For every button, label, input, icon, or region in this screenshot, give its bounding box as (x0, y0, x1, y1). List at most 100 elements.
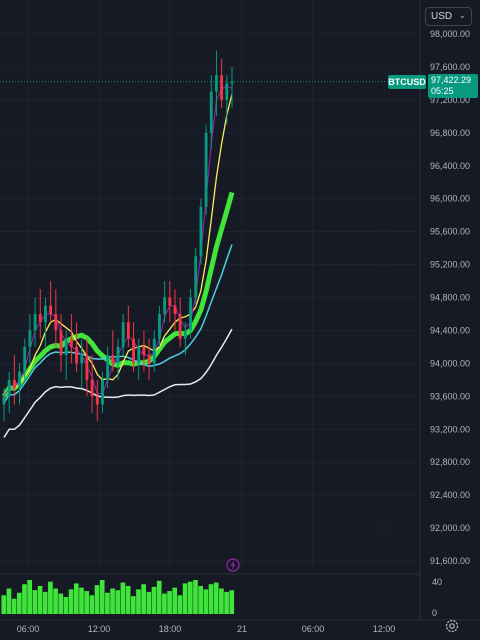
candle-body (163, 297, 167, 314)
candle-body (75, 346, 78, 364)
volume-bar (1, 595, 7, 614)
price-tick-label: 93,200.00 (430, 424, 470, 434)
volume-bar (172, 587, 178, 614)
volume-bar (120, 582, 126, 614)
candle-body (142, 346, 146, 356)
candle-body (178, 313, 182, 339)
volume-bar (99, 580, 105, 614)
candle-body (116, 346, 120, 364)
volume-bar (94, 585, 100, 614)
price-tick-label: 94,000.00 (430, 358, 470, 368)
volume-tick-label: 0 (432, 608, 437, 618)
volume-bar (146, 591, 152, 614)
volume-bar (42, 591, 48, 614)
volume-bar (22, 584, 27, 614)
candle-body (101, 379, 104, 405)
candle-body (18, 371, 21, 389)
volume-bar (89, 595, 95, 614)
volume-bar (16, 592, 22, 614)
currency-select[interactable]: USD ⌄ (425, 7, 472, 26)
volume-bar (105, 592, 110, 614)
candle-body (147, 355, 151, 364)
volume-bar (136, 589, 141, 614)
candle-body (28, 330, 32, 347)
volume-bar (68, 589, 74, 614)
candle-body (12, 379, 16, 389)
volume-bar (224, 591, 229, 614)
symbol-label: BTCUSD (388, 75, 426, 89)
price-tick-label: 96,400.00 (430, 161, 470, 171)
candle-body (209, 91, 213, 133)
time-tick-label: 18:00 (159, 624, 182, 634)
price-tick-label: 92,800.00 (430, 457, 470, 467)
candle-body (137, 346, 141, 364)
candle-body (95, 396, 99, 405)
candle-body (59, 330, 63, 356)
candle-body (23, 346, 27, 372)
candle-body (126, 322, 130, 339)
volume-bar (48, 581, 53, 614)
candle-body (168, 297, 172, 306)
volume-bar (156, 580, 162, 614)
gear-icon[interactable] (444, 618, 460, 634)
lightning-icon[interactable] (226, 558, 240, 572)
candle-body (152, 338, 156, 364)
volume-tick-label: 40 (432, 577, 442, 587)
ma-white-line (3, 328, 233, 438)
volume-bar (219, 588, 224, 614)
price-tick-label: 92,000.00 (430, 523, 470, 533)
price-tick-label: 95,600.00 (430, 227, 470, 237)
volume-bar (84, 591, 89, 614)
candle-body (225, 83, 229, 100)
volume-bar (58, 593, 64, 614)
volume-bar (110, 588, 115, 614)
candle-body (230, 81, 234, 84)
price-tick-label: 97,600.00 (430, 62, 470, 72)
candle-body (199, 206, 203, 257)
price-tick-label: 91,600.00 (430, 556, 470, 566)
volume-bar (203, 589, 209, 614)
volume-bar (229, 590, 235, 614)
volume-bar (63, 597, 69, 614)
volume-bar (32, 590, 38, 614)
candle-body (194, 256, 198, 298)
volume-bar (11, 598, 17, 614)
last-price-value: 97,422.29 (431, 75, 472, 85)
volume-bar (79, 587, 84, 614)
price-tick-label: 94,800.00 (430, 293, 470, 303)
candle-body (69, 338, 73, 347)
candle-body (189, 297, 192, 331)
price-tick-label: 92,400.00 (430, 490, 470, 500)
candle-body (158, 313, 161, 339)
volume-bar (73, 583, 79, 614)
price-tick-label: 93,600.00 (430, 391, 470, 401)
candle-body (121, 322, 125, 347)
candle-body (64, 338, 68, 356)
candle-countdown: 05:25 (431, 86, 454, 96)
price-tick-label: 96,000.00 (430, 194, 470, 204)
candle-body (111, 355, 115, 364)
volume-bar (53, 588, 58, 614)
price-tick-label: 97,200.00 (430, 95, 470, 105)
time-tick-label: 21 (237, 624, 247, 634)
volume-bar (141, 584, 146, 614)
chevron-down-icon: ⌄ (458, 10, 466, 20)
volume-bar (27, 580, 32, 614)
candle-body (2, 396, 6, 405)
candle-body (44, 305, 47, 323)
candle-body (80, 355, 84, 364)
price-tick-label: 96,800.00 (430, 128, 470, 138)
volume-bar (130, 596, 136, 614)
volume-bar (125, 585, 131, 614)
volume-bar (198, 585, 203, 614)
volume-bar (115, 590, 121, 614)
candle-body (49, 305, 53, 314)
time-tick-label: 12:00 (88, 624, 111, 634)
volume-bar (162, 593, 167, 614)
volume-bar (167, 591, 172, 614)
price-tick-label: 98,000.00 (430, 29, 470, 39)
time-tick-label: 06:00 (302, 624, 325, 634)
time-tick-label: 12:00 (373, 624, 396, 634)
